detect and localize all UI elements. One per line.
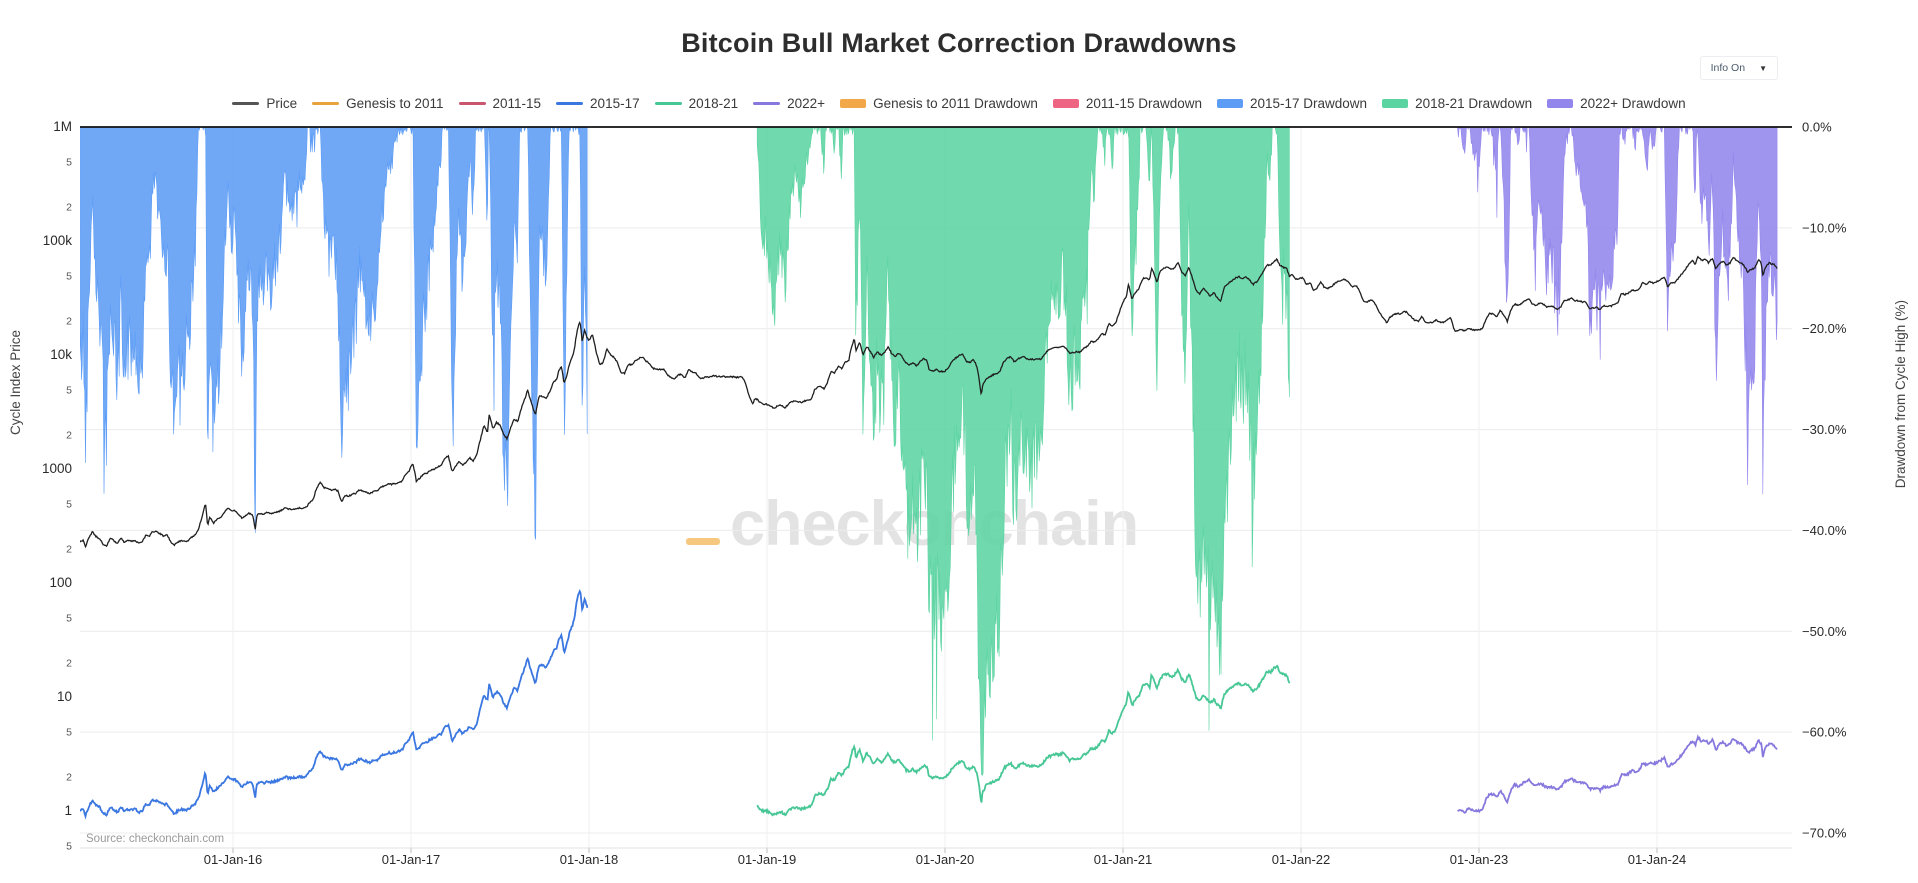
legend-bar-swatch-10 <box>1547 99 1574 108</box>
legend-bar-swatch-6 <box>840 99 867 108</box>
cycle-index-line-2022+ <box>1457 734 1778 814</box>
right-axis-tick: −60.0% <box>1802 725 1847 740</box>
legend-item-label: 2011-15 Drawdown <box>1085 96 1202 111</box>
left-axis-title: Cycle Index Price <box>8 330 23 436</box>
x-axis-tick: 01-Jan-16 <box>204 852 263 867</box>
legend-line-swatch-0 <box>232 102 260 105</box>
left-axis-tick: 5 <box>66 156 72 168</box>
cycle-index-line-2018-21 <box>756 664 1291 817</box>
x-axis-tick: 01-Jan-22 <box>1272 852 1331 867</box>
right-axis-tick: −10.0% <box>1802 220 1847 235</box>
legend-item-label: Genesis to 2011 Drawdown <box>873 96 1038 111</box>
legend-item-2022+-drawdown[interactable]: 2022+ Drawdown <box>1547 96 1686 111</box>
left-axis-tick: 2 <box>66 430 72 442</box>
legend: Price Genesis to 2011 2011-15 2015-17 2018-2… <box>0 96 1918 111</box>
legend-bar-swatch-8 <box>1216 99 1243 108</box>
left-axis-tick: 5 <box>66 840 72 852</box>
chevron-down-icon: ▼ <box>1759 63 1767 73</box>
x-axis-tick: 01-Jan-17 <box>382 852 441 867</box>
left-axis-tick: 1000 <box>42 461 72 476</box>
right-axis-tick: 0.0% <box>1802 120 1832 135</box>
legend-item-label: Price <box>266 96 298 111</box>
left-axis-tick: 1 <box>64 803 72 818</box>
legend-item-genesis-to-2011[interactable]: Genesis to 2011 <box>312 96 444 111</box>
left-axis-tick: 2 <box>66 316 72 328</box>
legend-line-swatch-4 <box>654 102 682 105</box>
legend-item-2022+[interactable]: 2022+ <box>753 96 825 111</box>
left-axis-tick: 5 <box>66 612 72 624</box>
legend-item-label: 2015-17 <box>590 96 640 111</box>
legend-line-swatch-1 <box>312 102 340 105</box>
left-axis-tick: 100 <box>49 575 72 590</box>
chart-title: Bitcoin Bull Market Correction Drawdowns <box>681 28 1237 58</box>
x-axis-tick: 01-Jan-18 <box>560 852 619 867</box>
legend-item-genesis-to-2011-drawdown[interactable]: Genesis to 2011 Drawdown <box>840 96 1038 111</box>
legend-bar-swatch-7 <box>1052 99 1079 108</box>
right-axis-tick: −70.0% <box>1802 826 1847 841</box>
left-axis-tick: 2 <box>66 544 72 556</box>
right-axis-title: Drawdown from Cycle High (%) <box>1893 300 1908 489</box>
drawdown-area-2018-21 <box>756 127 1290 777</box>
left-axis-tick: 5 <box>66 384 72 396</box>
drawdown-area-2015-17 <box>80 127 588 540</box>
left-axis-tick: 100k <box>43 233 73 248</box>
legend-item-2018-21[interactable]: 2018-21 <box>654 96 739 111</box>
legend-line-swatch-3 <box>556 102 584 105</box>
legend-item-label: 2018-21 <box>688 96 739 111</box>
legend-item-price[interactable]: Price <box>232 96 297 111</box>
legend-item-2011-15-drawdown[interactable]: 2011-15 Drawdown <box>1052 96 1202 111</box>
legend-item-label: 2015-17 Drawdown <box>1249 96 1368 111</box>
x-axis-tick: 01-Jan-23 <box>1450 852 1509 867</box>
legend-item-label: 2022+ Drawdown <box>1580 96 1686 111</box>
left-axis-tick: 2 <box>66 202 72 214</box>
legend-item-2015-17-drawdown[interactable]: 2015-17 Drawdown <box>1216 96 1368 111</box>
left-axis-tick: 10 <box>57 689 72 704</box>
legend-line-swatch-2 <box>458 102 486 105</box>
legend-item-2015-17[interactable]: 2015-17 <box>556 96 640 111</box>
x-axis-tick: 01-Jan-19 <box>738 852 797 867</box>
legend-bar-swatch-9 <box>1382 99 1409 108</box>
x-axis-tick: 01-Jan-20 <box>916 852 975 867</box>
left-axis-tick: 5 <box>66 270 72 282</box>
right-axis-tick: −40.0% <box>1802 523 1847 538</box>
right-axis-tick: −50.0% <box>1802 624 1847 639</box>
price-line <box>80 255 1778 549</box>
left-axis-tick: 10k <box>50 347 72 362</box>
legend-item-2011-15[interactable]: 2011-15 <box>458 96 542 111</box>
right-axis-tick: −30.0% <box>1802 422 1847 437</box>
legend-item-label: 2018-21 Drawdown <box>1415 96 1533 111</box>
left-axis-tick: 1M <box>53 119 72 134</box>
left-axis-tick: 5 <box>66 726 72 738</box>
drawdown-area-2022+ <box>1457 127 1778 495</box>
legend-item-label: 2022+ <box>787 96 826 111</box>
info-dropdown[interactable]: Info On ▼ <box>1699 56 1778 80</box>
legend-item-label: Genesis to 2011 <box>346 96 444 111</box>
x-axis-tick: 01-Jan-24 <box>1628 852 1687 867</box>
left-axis-tick: 2 <box>66 772 72 784</box>
source-note: Source: checkonchain.com <box>86 833 225 845</box>
legend-item-label: 2011-15 <box>492 96 542 111</box>
legend-line-swatch-5 <box>753 102 781 105</box>
cycle-index-line-2015-17 <box>80 588 589 820</box>
left-axis-tick: 5 <box>66 498 72 510</box>
legend-item-2018-21-drawdown[interactable]: 2018-21 Drawdown <box>1382 96 1532 111</box>
right-axis-tick: −20.0% <box>1802 321 1847 336</box>
left-axis-tick: 2 <box>66 658 72 670</box>
info-dropdown-label: Info On <box>1710 62 1746 74</box>
x-axis-tick: 01-Jan-21 <box>1094 852 1153 867</box>
